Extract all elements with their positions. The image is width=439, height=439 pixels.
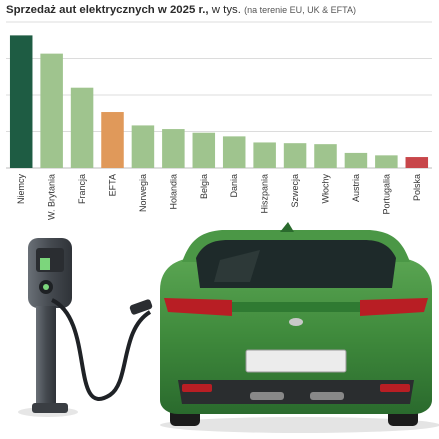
chart-title-unit: w tys.	[211, 4, 241, 16]
bar-austria	[344, 152, 368, 168]
chart-title-main: Sprzedaż aut elektrycznych w 2025 r.,	[6, 4, 209, 16]
electric-car	[160, 222, 432, 426]
bar-dania	[222, 136, 246, 168]
x-tick-label: Hiszpania	[260, 174, 270, 214]
bar-portugalia	[375, 155, 398, 168]
bar-polska	[405, 157, 429, 168]
x-tick-label: Dania	[229, 174, 239, 198]
charger-screen-light	[40, 258, 50, 270]
x-tick-label: Holandia	[168, 174, 178, 210]
bar-szwecja	[283, 143, 307, 168]
x-tick-label: Szwecja	[290, 174, 300, 208]
bar-hiszpania	[253, 142, 276, 168]
bar-francja	[70, 87, 94, 168]
x-tick-label: Portugalia	[381, 174, 391, 215]
bar-belgia	[192, 132, 216, 168]
charging-cable	[51, 298, 152, 401]
x-tick-label: Austria	[351, 174, 361, 202]
x-tick-label: Niemcy	[16, 174, 26, 205]
x-tick-label: Belgia	[199, 174, 209, 199]
chart-title: Sprzedaż aut elektrycznych w 2025 r., w …	[6, 4, 436, 16]
bar-efta	[101, 112, 124, 168]
bar-holandia	[162, 129, 185, 168]
x-tick-label: Norwegia	[138, 174, 148, 212]
bar-chart: Niemcy W. Brytania Francja EFTA Norwegia Hola…	[6, 21, 432, 220]
charging-plug	[129, 299, 153, 315]
x-tick-label: W. Brytania	[47, 174, 57, 220]
bar-w-brytania	[40, 53, 63, 169]
x-tick-label: EFTA	[108, 174, 118, 196]
x-tick-label: Polska	[412, 174, 422, 201]
x-tick-label: Francja	[77, 174, 87, 204]
bar-norwegia	[131, 125, 155, 168]
bar-niemcy	[9, 35, 33, 169]
bar-włochy	[314, 144, 337, 168]
charger	[28, 238, 72, 413]
floor-shadow	[160, 417, 439, 433]
chart-title-note: (na terenie EU, UK & EFTA)	[244, 5, 356, 15]
x-tick-label: Włochy	[321, 174, 331, 204]
